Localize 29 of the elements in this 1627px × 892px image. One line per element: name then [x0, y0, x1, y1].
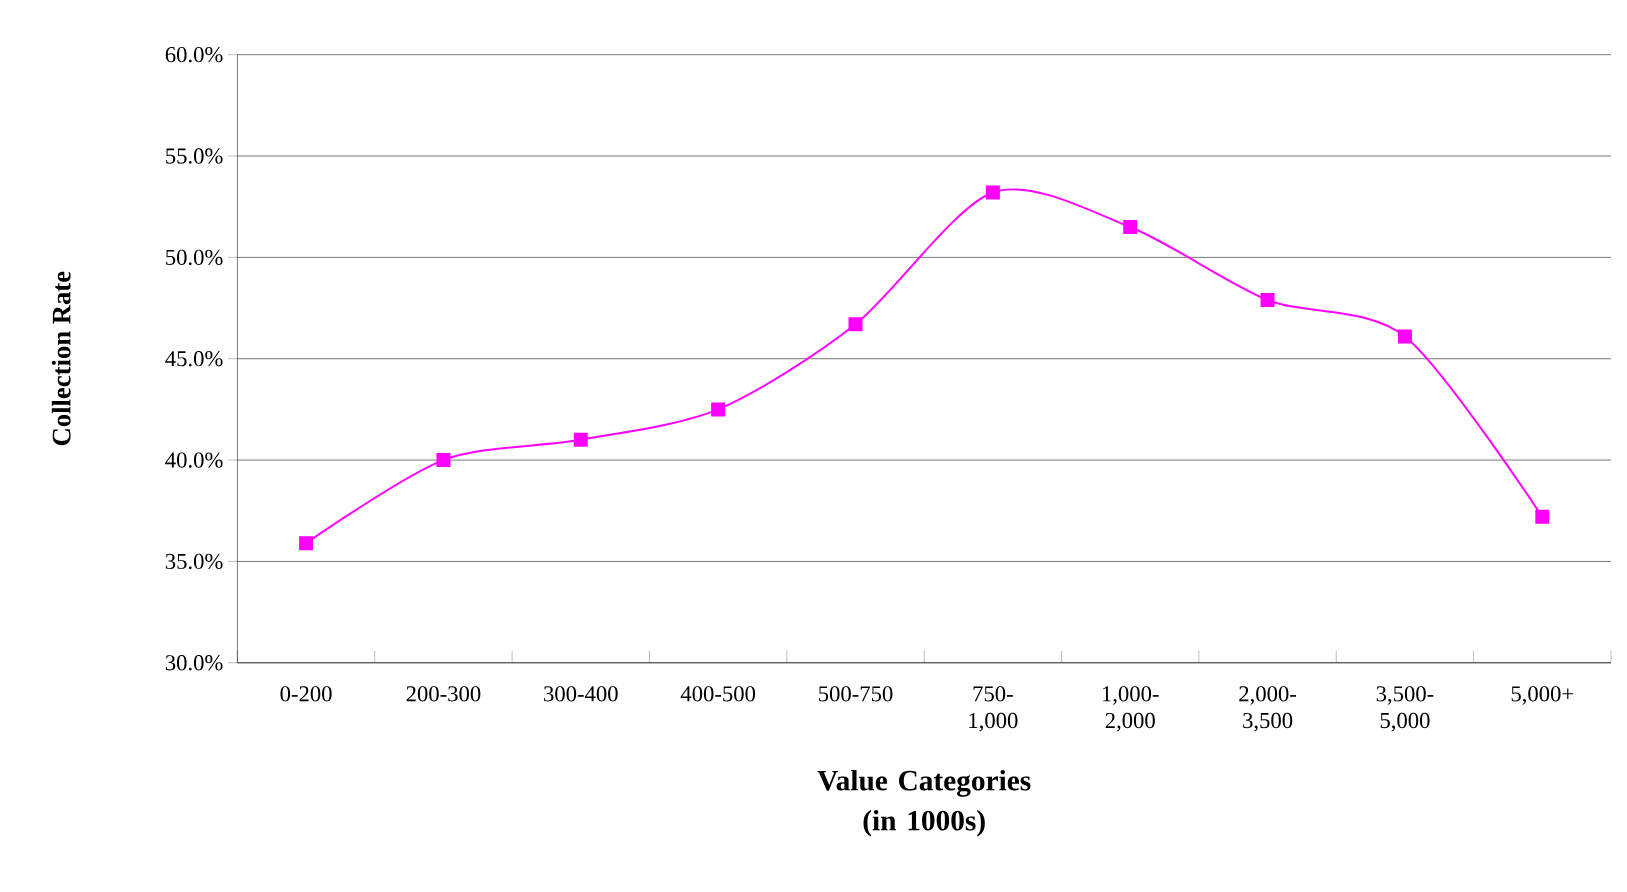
point	[1535, 509, 1550, 524]
x-tick-label: 500-750	[819, 686, 893, 702]
point	[299, 536, 314, 551]
x-tick-label: 750-1,000	[969, 686, 1018, 732]
point	[1260, 292, 1275, 307]
point	[985, 185, 1000, 200]
x-tick-label: 1,000-2,000	[1102, 686, 1159, 732]
x-tick-label: 5,000+	[1511, 686, 1574, 705]
x-tick-label: 2,000-3,500	[1239, 686, 1297, 732]
y-tick-label: 35.0%	[165, 553, 223, 570]
point	[848, 317, 863, 332]
y-tick-label: 45.0%	[165, 350, 223, 367]
x-tick-label: 200-300	[406, 686, 481, 702]
x-tick-label: 400-500	[680, 686, 756, 702]
point	[436, 453, 451, 468]
x-tick-label: 0-200	[280, 686, 332, 702]
point	[711, 402, 726, 417]
point	[573, 432, 588, 447]
point	[1397, 329, 1412, 344]
y-tick-label: 30.0%	[165, 655, 223, 671]
y-tick-label: 60.0%	[165, 46, 223, 63]
point	[1123, 219, 1138, 234]
x-tick-label: 3,500-5,000	[1376, 686, 1434, 732]
y-tick-label: 50.0%	[166, 249, 223, 265]
x-tick-label: 300-400	[544, 686, 618, 702]
y-tick-label: 55.0%	[166, 148, 223, 164]
y-axis-title: Collection Rate	[51, 271, 71, 446]
x-axis-title: Value Categories (in 1000s)	[817, 769, 1031, 837]
y-tick-label: 40.0%	[165, 452, 223, 468]
